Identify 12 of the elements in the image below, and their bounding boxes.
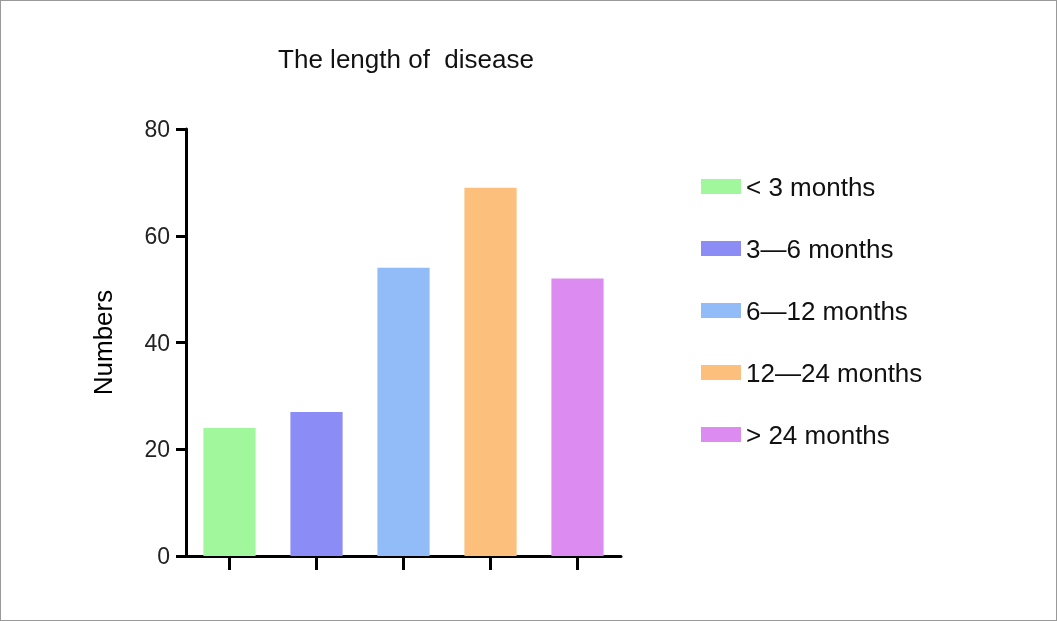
y-tick-label: 60 bbox=[144, 222, 170, 249]
y-tick-label: 80 bbox=[144, 116, 170, 142]
y-tick-label: 20 bbox=[144, 436, 170, 463]
legend-label: > 24 months bbox=[746, 419, 890, 450]
legend-label: 12—24 months bbox=[746, 357, 923, 388]
y-tick-label: 40 bbox=[144, 329, 170, 356]
legend-label: 3—6 months bbox=[746, 233, 894, 264]
legend-label: 6—12 months bbox=[746, 295, 908, 326]
legend-label: < 3 months bbox=[746, 171, 876, 202]
y-tick-label: 0 bbox=[157, 543, 170, 569]
chart-title: The length of disease bbox=[278, 44, 534, 74]
y-axis-title: Numbers bbox=[88, 289, 118, 396]
